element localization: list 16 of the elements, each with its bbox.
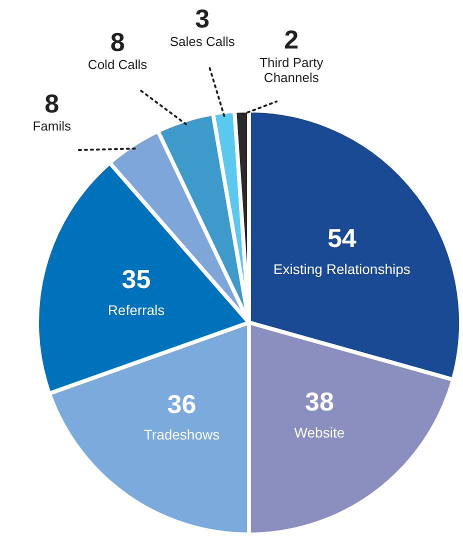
slice-label: Famils (32, 118, 72, 134)
slice-label: Existing Relationships (273, 260, 410, 277)
data-label: 35 (122, 264, 151, 294)
slice-label: Tradeshows (144, 426, 220, 443)
data-label: 8 (44, 88, 60, 118)
slice-label: Cold Calls (88, 57, 148, 72)
slice-label: Third Party Channels (260, 55, 324, 86)
data-label: 8 (110, 26, 125, 57)
data-label: 3 (195, 3, 210, 34)
slice-label: Website (294, 424, 345, 440)
data-label: 36 (167, 388, 196, 419)
data-label: 2 (284, 24, 299, 55)
slice-label: Referrals (108, 302, 165, 318)
slice-label: Sales Calls (170, 34, 236, 49)
data-label: 38 (304, 386, 334, 417)
data-label: 54 (327, 223, 357, 254)
